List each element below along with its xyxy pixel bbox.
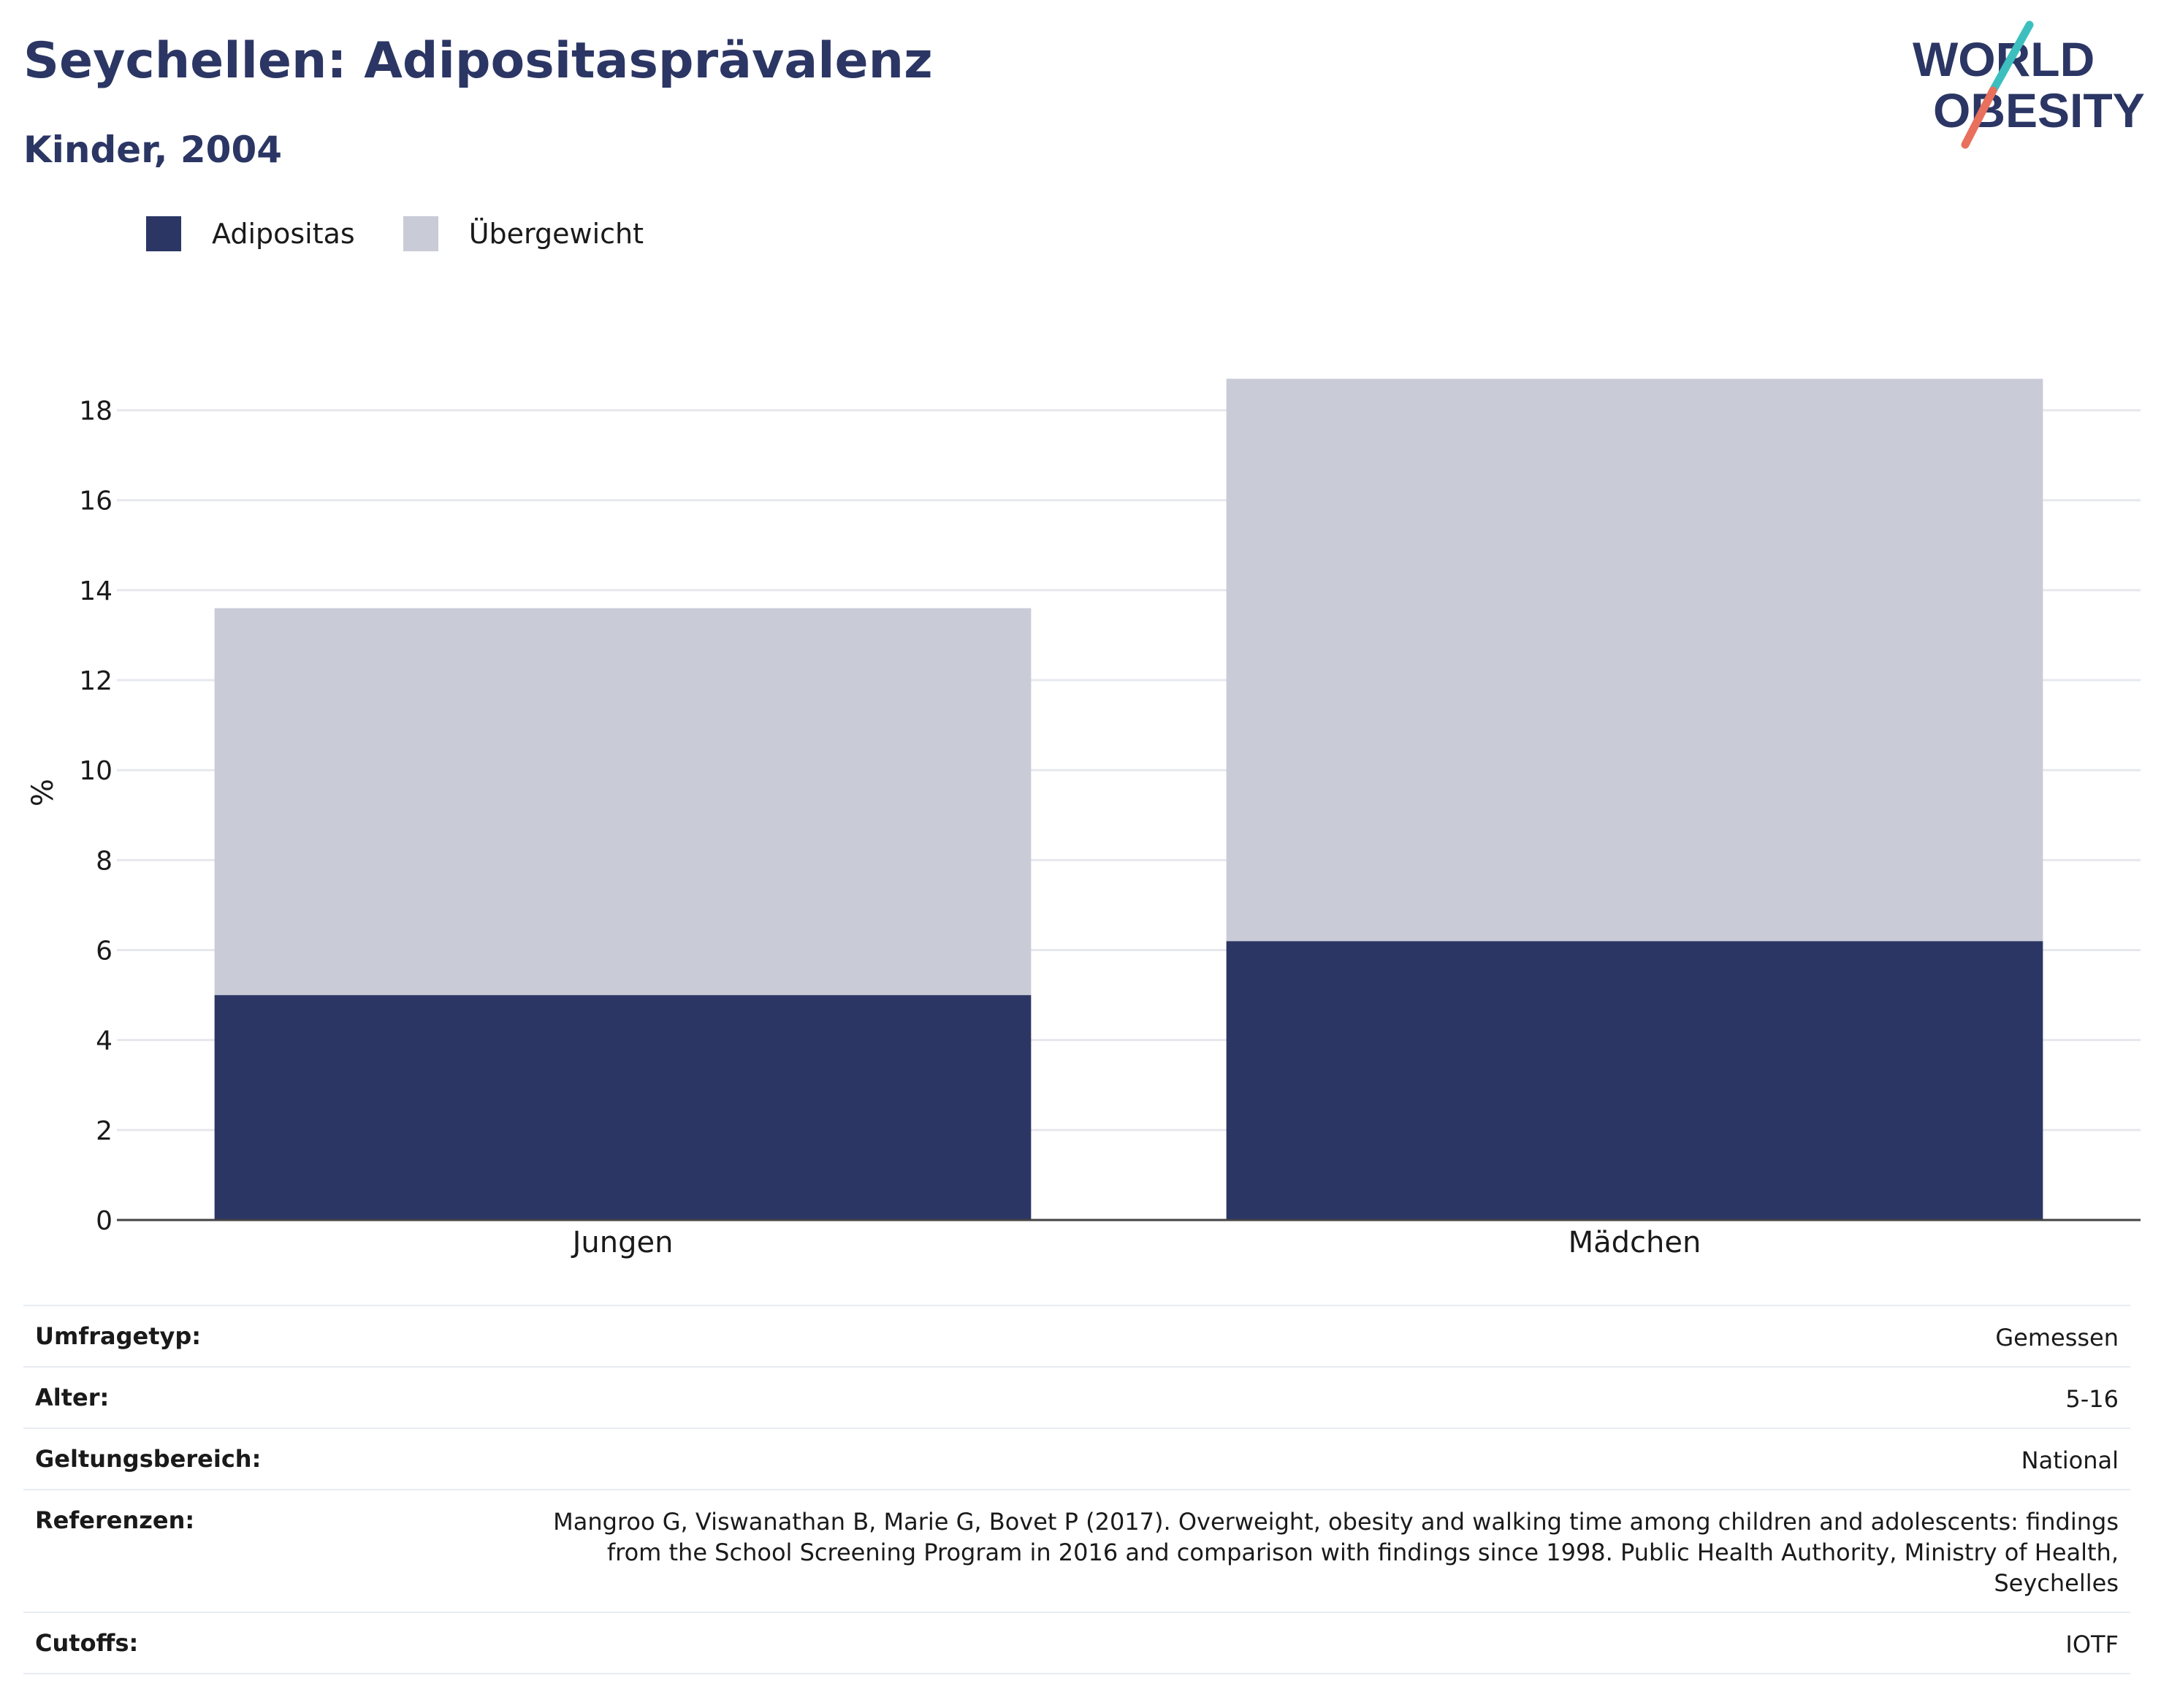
y-tick-label: 8 (96, 846, 113, 876)
y-tick-label: 18 (79, 397, 113, 427)
info-row-cutoffs: Cutoffs: IOTF (23, 1612, 2130, 1674)
logo-slash-coral (1961, 86, 1997, 149)
y-tick-label: 4 (96, 1026, 113, 1056)
info-label: Alter: (35, 1384, 110, 1411)
stacked-bar-chart: 0 2 4 6 8 10 12 14 16 18% Jungen Mädchen (26, 378, 2141, 1259)
legend-label-uebergewicht: Übergewicht (468, 218, 644, 250)
y-tick-label: 16 (79, 487, 113, 516)
x-tick-label: Jungen (571, 1226, 674, 1259)
info-label: Umfragetyp: (35, 1322, 202, 1350)
x-tick-label: Mädchen (1569, 1226, 1701, 1259)
legend-item-uebergewicht[interactable]: Übergewicht (403, 216, 644, 251)
bar-uebergewicht-0 (214, 608, 1032, 996)
info-value: 5-16 (2065, 1385, 2119, 1413)
y-tick-label: 6 (96, 937, 113, 967)
info-label: Geltungsbereich: (35, 1445, 262, 1473)
legend-label-adipositas: Adipositas (212, 218, 355, 250)
y-tick-label: 0 (96, 1206, 113, 1236)
logo-slash-teal (1989, 20, 2034, 95)
y-tick-label: 10 (79, 756, 113, 786)
bar-adipositas-1 (1226, 941, 2043, 1220)
info-value: National (2021, 1446, 2119, 1474)
chart-legend: Adipositas Übergewicht (146, 216, 692, 251)
info-row-umfragetyp: Umfragetyp: Gemessen (23, 1305, 2130, 1366)
page-title: Seychellen: Adipositasprävalenz (23, 32, 933, 90)
info-table: Umfragetyp: Gemessen Alter: 5-16 Geltung… (23, 1305, 2130, 1674)
y-tick-label: 14 (79, 576, 113, 606)
world-obesity-logo: WORLD OBESITY (1913, 20, 2145, 149)
info-row-geltungsbereich: Geltungsbereich: National (23, 1427, 2130, 1489)
logo-line-2: OBESITY (1933, 83, 2145, 137)
bar-adipositas-0 (214, 995, 1032, 1220)
info-label: Cutoffs: (35, 1629, 139, 1657)
info-value: Mangroo G, Viswanathan B, Marie G, Bovet… (553, 1508, 2119, 1597)
y-tick-label: 2 (96, 1116, 113, 1146)
legend-swatch-uebergewicht (403, 216, 438, 251)
legend-swatch-adipositas (146, 216, 181, 251)
legend-item-adipositas[interactable]: Adipositas (146, 216, 355, 251)
bar-uebergewicht-1 (1226, 378, 2043, 942)
info-value: IOTF (2065, 1631, 2119, 1658)
y-tick-label: 12 (79, 666, 113, 696)
info-label: Referenzen: (35, 1506, 195, 1534)
info-row-referenzen: Referenzen: Mangroo G, Viswanathan B, Ma… (23, 1489, 2130, 1612)
info-row-alter: Alter: 5-16 (23, 1366, 2130, 1427)
y-axis-title: % (26, 779, 60, 807)
info-value: Gemessen (1995, 1324, 2119, 1351)
page-subtitle: Kinder, 2004 (23, 129, 283, 171)
